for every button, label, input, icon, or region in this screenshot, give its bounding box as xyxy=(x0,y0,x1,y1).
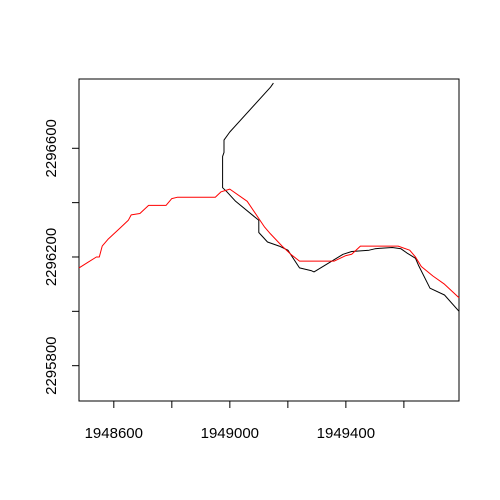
x-tick-label: 1949400 xyxy=(317,425,375,442)
y-tick-label: 2295800 xyxy=(43,336,60,394)
series-layer xyxy=(78,82,460,312)
x-tick-label: 1949000 xyxy=(201,425,259,442)
series-line-2 xyxy=(78,188,460,299)
plot-box xyxy=(78,78,460,402)
y-axis: 2295800 2296200 2296600 xyxy=(43,119,79,395)
y-tick-label: 2296200 xyxy=(43,228,60,286)
series-line-1 xyxy=(222,82,460,312)
y-tick-label: 2296600 xyxy=(43,119,60,177)
x-axis: 1948600 1949000 1949400 xyxy=(85,401,405,442)
x-tick-label: 1948600 xyxy=(85,425,143,442)
